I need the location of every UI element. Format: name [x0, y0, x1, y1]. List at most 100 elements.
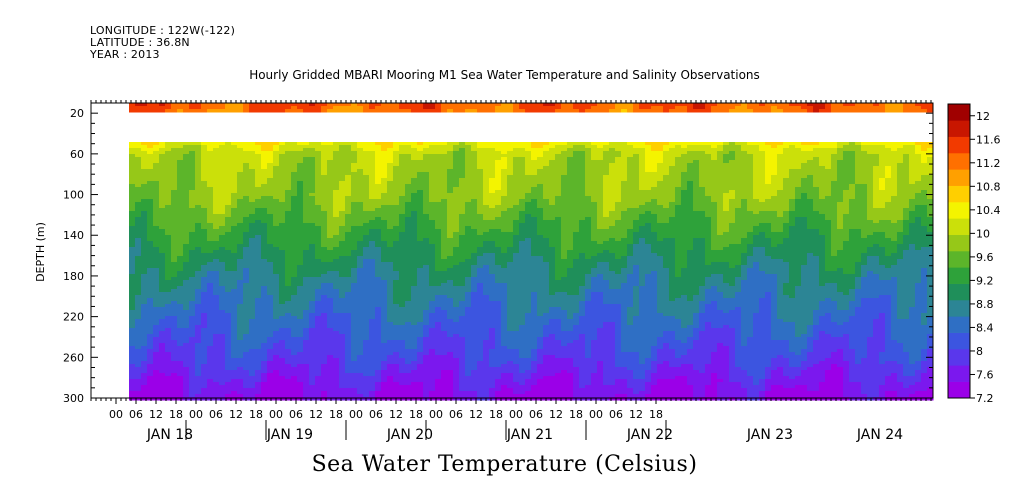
heatmap-cell	[369, 307, 376, 311]
heatmap-cell	[309, 199, 316, 203]
heatmap-cell	[405, 151, 412, 155]
heatmap-cell	[141, 316, 148, 320]
heatmap-cell	[459, 253, 466, 257]
heatmap-cell	[177, 361, 184, 365]
heatmap-cell	[297, 106, 304, 110]
heatmap-cell	[285, 286, 292, 290]
heatmap-cell	[231, 205, 238, 209]
heatmap-cell	[321, 238, 328, 242]
heatmap-cell	[273, 184, 280, 188]
heatmap-cell	[405, 307, 412, 311]
heatmap-cell	[327, 148, 334, 152]
heatmap-cell	[231, 271, 238, 275]
heatmap-cell	[399, 355, 406, 359]
heatmap-cell	[399, 160, 406, 164]
heatmap-cell	[219, 361, 226, 365]
heatmap-cell	[261, 328, 268, 332]
heatmap-cell	[351, 208, 358, 212]
heatmap-cell	[321, 187, 328, 191]
heatmap-cell	[321, 325, 328, 329]
heatmap-cell	[303, 166, 310, 170]
heatmap-cell	[183, 295, 190, 299]
heatmap-cell	[303, 373, 310, 377]
heatmap-cell	[249, 370, 256, 374]
heatmap-cell	[411, 193, 418, 197]
heatmap-cell	[459, 358, 466, 362]
heatmap-cell	[309, 154, 316, 158]
heatmap-cell	[303, 190, 310, 194]
heatmap-cell	[375, 220, 382, 224]
heatmap-cell	[429, 196, 436, 200]
heatmap-cell	[243, 109, 250, 113]
heatmap-cell	[165, 388, 172, 392]
heatmap-cell	[339, 286, 346, 290]
heatmap-cell	[201, 166, 208, 170]
heatmap-cell	[135, 319, 142, 323]
heatmap-cell	[429, 151, 436, 155]
heatmap-cell	[405, 196, 412, 200]
heatmap-cell	[183, 157, 190, 161]
heatmap-cell	[423, 157, 430, 161]
heatmap-cell	[255, 106, 262, 110]
heatmap-cell	[225, 382, 232, 386]
heatmap-cell	[435, 166, 442, 170]
heatmap-cell	[411, 214, 418, 218]
heatmap-cell	[459, 385, 466, 389]
heatmap-cell	[441, 229, 448, 233]
heatmap-cell	[417, 184, 424, 188]
heatmap-cell	[345, 253, 352, 257]
heatmap-cell	[189, 286, 196, 290]
heatmap-cell	[399, 307, 406, 311]
heatmap-cell	[405, 253, 412, 257]
heatmap-cell	[339, 214, 346, 218]
heatmap-cell	[207, 223, 214, 227]
heatmap-cell	[243, 226, 250, 230]
heatmap-cell	[285, 331, 292, 335]
heatmap-cell	[267, 202, 274, 206]
heatmap-cell	[201, 229, 208, 233]
heatmap-cell	[459, 148, 466, 152]
heatmap-cell	[219, 358, 226, 362]
heatmap-cell	[357, 283, 364, 287]
heatmap-cell	[177, 343, 184, 347]
heatmap-cell	[261, 370, 268, 374]
heatmap-cell	[453, 319, 460, 323]
heatmap-cell	[255, 301, 262, 305]
heatmap-cell	[237, 253, 244, 257]
heatmap-cell	[273, 307, 280, 311]
heatmap-cell	[183, 103, 190, 107]
heatmap-cell	[171, 241, 178, 245]
heatmap-cell	[189, 289, 196, 293]
heatmap-cell	[285, 352, 292, 356]
heatmap-cell	[399, 283, 406, 287]
heatmap-cell	[411, 259, 418, 263]
heatmap-cell	[213, 367, 220, 371]
heatmap-cell	[141, 367, 148, 371]
heatmap-cell	[129, 241, 136, 245]
heatmap-cell	[393, 208, 400, 212]
heatmap-cell	[369, 367, 376, 371]
heatmap-cell	[135, 355, 142, 359]
heatmap-cell	[363, 322, 370, 326]
heatmap-cell	[369, 349, 376, 353]
heatmap-cell	[333, 142, 340, 146]
heatmap-cell	[333, 184, 340, 188]
heatmap-cell	[417, 277, 424, 281]
heatmap-cell	[411, 106, 418, 110]
heatmap-cell	[339, 166, 346, 170]
heatmap-cell	[291, 388, 298, 392]
heatmap-cell	[303, 247, 310, 251]
heatmap-cell	[165, 223, 172, 227]
heatmap-cell	[297, 358, 304, 362]
heatmap-cell	[207, 253, 214, 257]
heatmap-cell	[321, 382, 328, 386]
heatmap-cell	[225, 226, 232, 230]
heatmap-cell	[165, 253, 172, 257]
heatmap-cell	[201, 376, 208, 380]
heatmap-cell	[423, 184, 430, 188]
heatmap-cell	[459, 169, 466, 173]
heatmap-cell	[447, 253, 454, 257]
heatmap-cell	[219, 382, 226, 386]
heatmap-cell	[195, 160, 202, 164]
heatmap-cell	[243, 265, 250, 269]
